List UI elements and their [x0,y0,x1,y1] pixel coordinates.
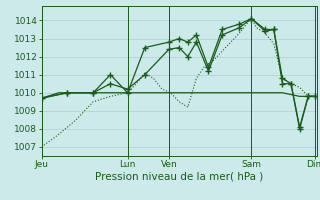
X-axis label: Pression niveau de la mer( hPa ): Pression niveau de la mer( hPa ) [95,172,263,182]
